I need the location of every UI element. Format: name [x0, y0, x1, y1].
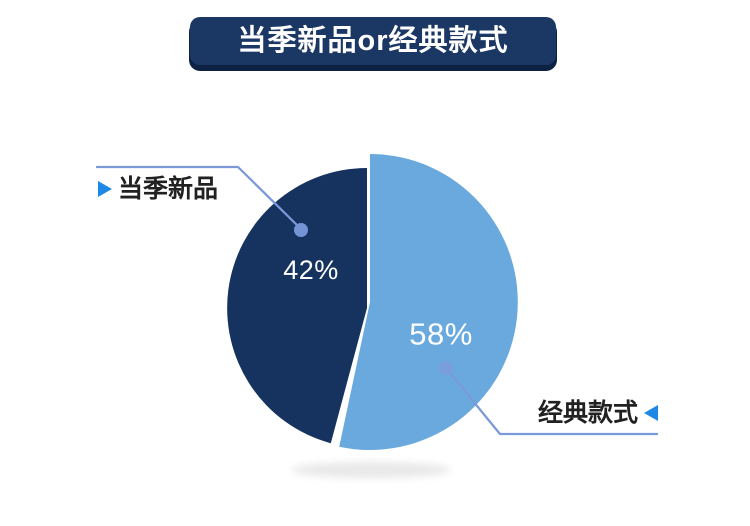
leader-dot-left	[294, 223, 308, 237]
right-arrow-icon	[98, 181, 112, 197]
leader-line-left	[95, 165, 303, 231]
percent-label-classic: 58%	[409, 317, 473, 352]
title-banner: 当季新品or经典款式	[190, 17, 556, 65]
chart-title: 当季新品or经典款式	[237, 24, 509, 57]
left-arrow-icon	[644, 405, 658, 421]
pie-slice-classic	[339, 154, 518, 450]
leader-dot-right	[439, 361, 453, 375]
percent-label-seasonal-new: 42%	[283, 255, 339, 285]
leader-line-right	[444, 366, 659, 436]
callout-label-classic: 经典款式	[538, 398, 638, 427]
pie-slice-seasonal-new	[227, 168, 367, 444]
pie-drop-shadow	[291, 462, 451, 478]
callout-label-seasonal-new: 当季新品	[118, 174, 218, 203]
